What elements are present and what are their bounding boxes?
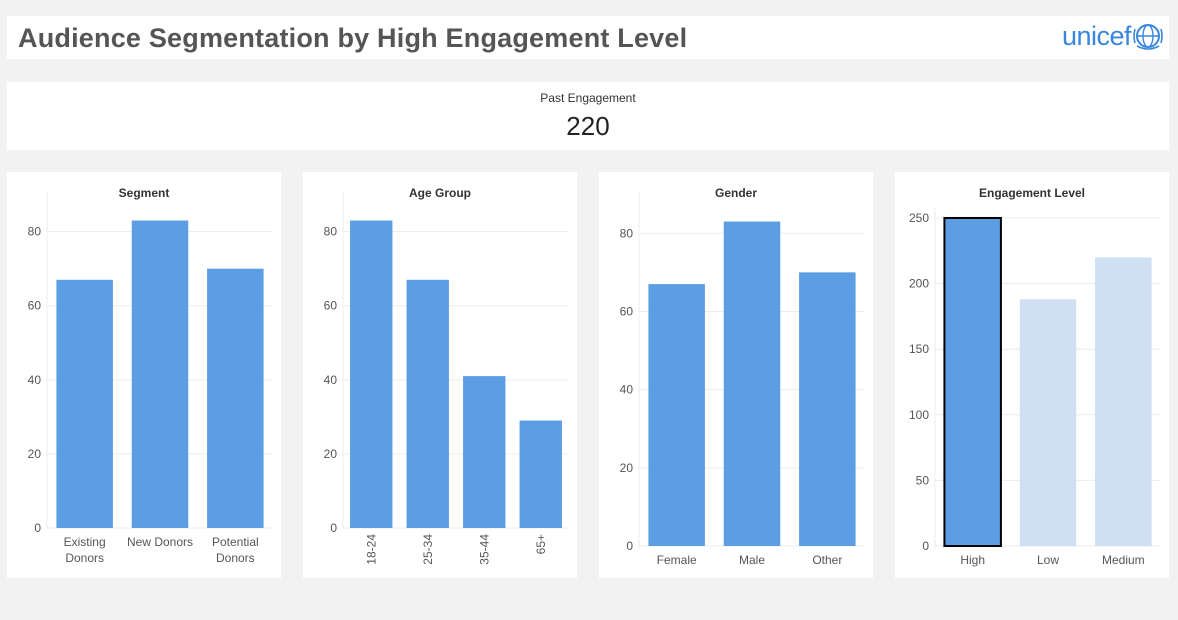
- bar-other: [799, 272, 856, 546]
- bar-new-donors: [131, 220, 189, 528]
- x-tick-label: New Donors: [127, 535, 193, 549]
- y-tick-label: 0: [626, 539, 633, 553]
- title-bar: Audience Segmentation by High Engagement…: [7, 16, 1169, 59]
- bar-male: [723, 221, 781, 546]
- bar-18-24: [350, 220, 393, 528]
- chart-title: Gender: [714, 186, 757, 200]
- engagement-level-chart: Engagement Level 0 50 100 150 200 250 High Low M…: [895, 172, 1169, 578]
- x-tick-label: 25-34: [421, 534, 435, 565]
- y-tick-label: 20: [324, 447, 338, 461]
- logo-text: unicef: [1061, 20, 1132, 51]
- x-tick-label: Other: [812, 553, 842, 567]
- y-tick-label: 20: [620, 461, 634, 475]
- page-title: Audience Segmentation by High Engagement…: [18, 23, 688, 53]
- x-tick-label: Existing Donors: [64, 535, 106, 565]
- kpi-label: Past Engagement: [540, 91, 636, 105]
- x-tick-label: Female: [657, 553, 697, 567]
- unicef-logo: unicef: [1062, 19, 1165, 53]
- bar-potential-donors: [207, 268, 264, 528]
- x-tick-label: 35-44: [477, 534, 491, 565]
- bar-low: [1019, 299, 1077, 546]
- y-tick-label: 0: [922, 539, 929, 553]
- x-tick-label: Medium: [1102, 553, 1145, 567]
- chart-title: Engagement Level: [978, 186, 1086, 200]
- kpi-value: 220: [566, 111, 610, 141]
- segment-chart: Segment 0 20 40 60 80 Existing Donors New Donor…: [7, 172, 281, 578]
- y-tick-label: 250: [909, 211, 929, 225]
- gender-chart: Gender 0 20 40 60 80 Female Male Other: [599, 172, 873, 578]
- y-tick-label: 80: [28, 225, 42, 239]
- y-tick-label: 40: [28, 373, 42, 387]
- chart-title: Age Group: [409, 186, 471, 200]
- y-tick-label: 40: [324, 373, 338, 387]
- bar-female: [648, 284, 705, 546]
- y-tick-label: 40: [620, 383, 634, 397]
- bar-existing-donors: [56, 279, 113, 528]
- bar-medium: [1095, 257, 1152, 546]
- bar-high: [943, 217, 1002, 547]
- age-group-chart: Age Group 0 20 40 60 80 18-24 25-34 35-44 65+: [303, 172, 577, 578]
- y-tick-label: 0: [34, 521, 41, 535]
- chart-title: Segment: [118, 186, 170, 200]
- y-tick-label: 200: [909, 277, 929, 291]
- bar-65-: [519, 420, 562, 528]
- globe-emblem-icon: [1133, 24, 1163, 50]
- y-tick-label: 20: [28, 447, 42, 461]
- bar-35-44: [463, 376, 506, 528]
- y-tick-label: 100: [909, 408, 929, 422]
- x-tick-label: 65+: [534, 534, 548, 554]
- x-tick-label: 18-24: [364, 534, 378, 565]
- y-tick-label: 150: [909, 342, 929, 356]
- y-tick-label: 50: [916, 473, 930, 487]
- x-tick-label: Low: [1037, 553, 1059, 567]
- x-tick-label: Male: [739, 553, 765, 567]
- segment-chart-plot: 0 20 40 60 80 Existing Donors New Donors Potenti…: [28, 192, 273, 565]
- engagement-level-chart-plot: 0 50 100 150 200 250 High Low Medium: [909, 208, 1161, 567]
- y-tick-label: 80: [324, 225, 338, 239]
- y-tick-label: 60: [620, 304, 634, 318]
- y-tick-label: 60: [324, 299, 338, 313]
- gender-chart-plot: 0 20 40 60 80 Female Male Other: [620, 192, 865, 567]
- bar-25-34: [406, 279, 449, 528]
- age-group-chart-plot: 0 20 40 60 80 18-24 25-34 35-44 65+: [324, 192, 569, 565]
- x-tick-label: Potential Donors: [212, 535, 259, 565]
- kpi-card: Past Engagement 220: [7, 82, 1169, 150]
- x-tick-label: High: [960, 553, 985, 567]
- y-tick-label: 80: [620, 226, 634, 240]
- y-tick-label: 60: [28, 299, 42, 313]
- y-tick-label: 0: [330, 521, 337, 535]
